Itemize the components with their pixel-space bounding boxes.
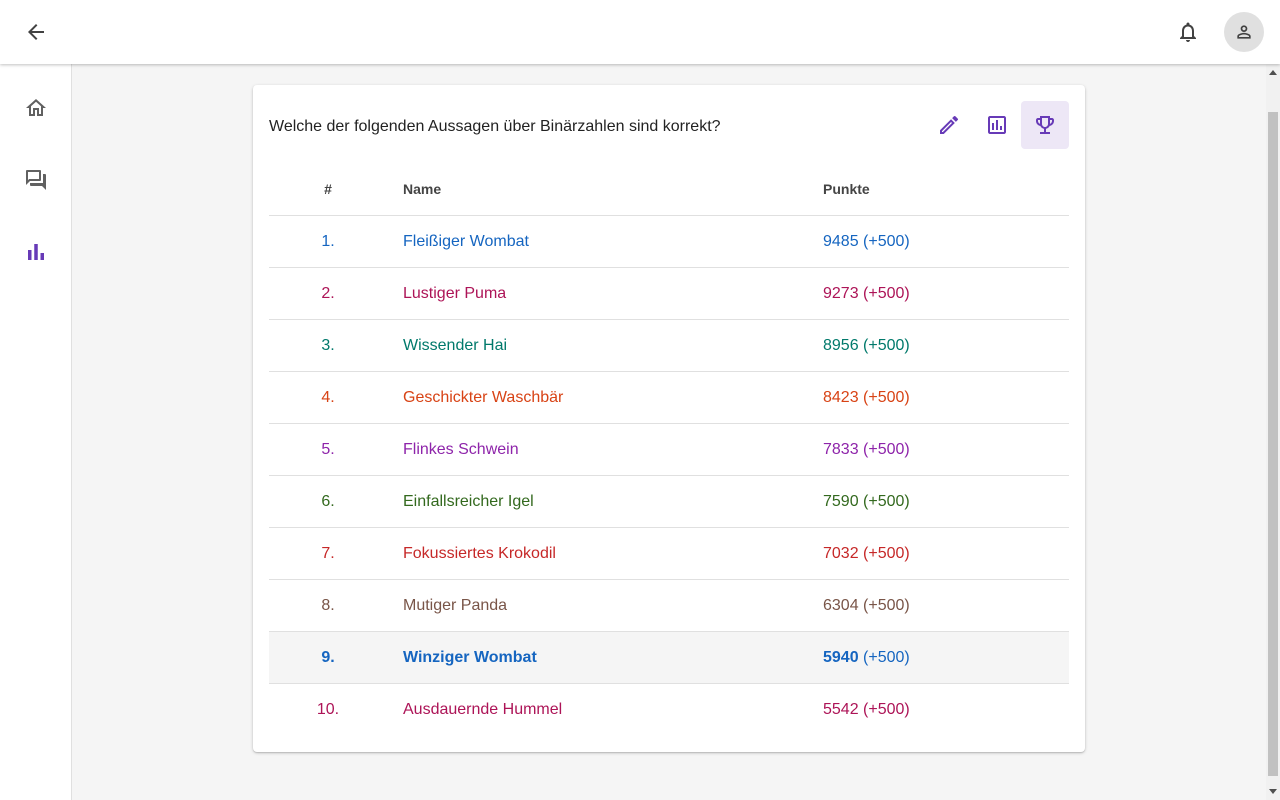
name-cell: Flinkes Schwein bbox=[403, 441, 519, 458]
points-cell: 7032 (+500) bbox=[823, 545, 910, 563]
points-bonus: (+500) bbox=[863, 337, 910, 354]
points-cell: 6304 (+500) bbox=[823, 597, 910, 615]
forum-icon bbox=[26, 170, 46, 190]
table-row: 3. Wissender Hai 8956 (+500) bbox=[269, 320, 1069, 372]
points-bonus: (+500) bbox=[863, 597, 910, 614]
points-bonus: (+500) bbox=[863, 233, 910, 250]
points-value: 8423 bbox=[823, 389, 859, 406]
notifications-button[interactable] bbox=[1168, 12, 1208, 52]
rank-cell: 4. bbox=[321, 389, 335, 406]
table-header: # Name Punkte bbox=[269, 165, 1069, 216]
points-cell: 9485 (+500) bbox=[823, 233, 910, 251]
leaderboard-card: Welche der folgenden Aussagen über Binär… bbox=[253, 85, 1085, 752]
rank-cell: 9. bbox=[321, 649, 335, 666]
points-cell: 7590 (+500) bbox=[823, 493, 910, 511]
table-body: 1. Fleißiger Wombat 9485 (+500) 2. Lustiger … bbox=[269, 216, 1069, 738]
caret-up-icon bbox=[1269, 70, 1277, 75]
sidebar-item-forum[interactable] bbox=[16, 160, 56, 200]
account-button[interactable] bbox=[1224, 12, 1264, 52]
sidebar-item-leaderboard[interactable] bbox=[16, 232, 56, 272]
scroll-thumb[interactable] bbox=[1268, 112, 1278, 776]
trophy-icon bbox=[1036, 116, 1054, 134]
back-button[interactable] bbox=[16, 12, 56, 52]
points-bonus: (+500) bbox=[863, 285, 910, 302]
points-cell: 8956 (+500) bbox=[823, 337, 910, 355]
points-bonus: (+500) bbox=[863, 545, 910, 562]
arrow-left-icon bbox=[28, 24, 44, 40]
points-bonus: (+500) bbox=[863, 441, 910, 458]
rank-cell: 3. bbox=[321, 337, 335, 354]
table-row: 6. Einfallsreicher Igel 7590 (+500) bbox=[269, 476, 1069, 528]
points-bonus: (+500) bbox=[863, 701, 910, 718]
rank-cell: 10. bbox=[316, 701, 340, 718]
poll-icon bbox=[988, 116, 1006, 134]
scroll-up-arrow[interactable] bbox=[1266, 64, 1280, 80]
bell-icon bbox=[1180, 22, 1196, 42]
leaderboard-table: # Name Punkte 1. Fleißiger Wombat 9485 (+5… bbox=[269, 165, 1069, 738]
rank-cell: 6. bbox=[321, 493, 335, 510]
name-cell: Fokussiertes Krokodil bbox=[403, 545, 556, 562]
table-row: 9. Winziger Wombat 5940 (+500) bbox=[269, 632, 1069, 684]
rank-cell: 1. bbox=[321, 233, 335, 250]
points-value: 9485 bbox=[823, 233, 859, 250]
points-value: 7833 bbox=[823, 441, 859, 458]
points-cell: 7833 (+500) bbox=[823, 441, 910, 459]
points-cell: 5940 (+500) bbox=[823, 649, 910, 667]
points-value: 8956 bbox=[823, 337, 859, 354]
home-icon bbox=[26, 99, 46, 116]
name-cell: Mutiger Panda bbox=[403, 597, 508, 614]
rank-cell: 2. bbox=[321, 285, 335, 302]
rank-cell: 5. bbox=[321, 441, 335, 458]
name-cell: Lustiger Puma bbox=[403, 285, 507, 302]
bar-chart-icon bbox=[28, 244, 44, 260]
table-row: 1. Fleißiger Wombat 9485 (+500) bbox=[269, 216, 1069, 268]
header-rank: # bbox=[324, 181, 332, 197]
pencil-icon bbox=[940, 115, 959, 134]
name-cell: Einfallsreicher Igel bbox=[403, 493, 534, 510]
sidebar-nav bbox=[0, 64, 72, 800]
top-app-bar bbox=[0, 0, 1280, 64]
points-bonus: (+500) bbox=[863, 649, 910, 666]
name-cell: Geschickter Waschbär bbox=[403, 389, 564, 406]
points-value: 9273 bbox=[823, 285, 859, 302]
points-value: 5940 bbox=[823, 649, 859, 666]
points-bonus: (+500) bbox=[863, 389, 910, 406]
header-name: Name bbox=[403, 181, 442, 197]
table-row: 2. Lustiger Puma 9273 (+500) bbox=[269, 268, 1069, 320]
name-cell: Fleißiger Wombat bbox=[403, 233, 529, 250]
statistics-button[interactable] bbox=[973, 101, 1021, 149]
leaderboard-button[interactable] bbox=[1021, 101, 1069, 149]
table-row: 4. Geschickter Waschbär 8423 (+500) bbox=[269, 372, 1069, 424]
points-value: 7032 bbox=[823, 545, 859, 562]
table-row: 8. Mutiger Panda 6304 (+500) bbox=[269, 580, 1069, 632]
header-points: Punkte bbox=[823, 181, 870, 197]
rank-cell: 8. bbox=[321, 597, 335, 614]
points-value: 5542 bbox=[823, 701, 859, 718]
points-bonus: (+500) bbox=[863, 493, 910, 510]
table-row: 5. Flinkes Schwein 7833 (+500) bbox=[269, 424, 1069, 476]
scroll-down-arrow[interactable] bbox=[1266, 784, 1280, 800]
name-cell: Winziger Wombat bbox=[403, 649, 537, 666]
points-cell: 8423 (+500) bbox=[823, 389, 910, 407]
person-icon bbox=[1237, 25, 1251, 39]
caret-down-icon bbox=[1269, 789, 1277, 794]
table-row: 7. Fokussiertes Krokodil 7032 (+500) bbox=[269, 528, 1069, 580]
name-cell: Ausdauernde Hummel bbox=[403, 701, 563, 718]
name-cell: Wissender Hai bbox=[403, 337, 508, 354]
question-title: Welche der folgenden Aussagen über Binär… bbox=[269, 118, 721, 135]
rank-cell: 7. bbox=[321, 545, 335, 562]
points-cell: 5542 (+500) bbox=[823, 701, 910, 719]
points-value: 6304 bbox=[823, 597, 859, 614]
points-value: 7590 bbox=[823, 493, 859, 510]
edit-button[interactable] bbox=[925, 101, 973, 149]
table-row: 10. Ausdauernde Hummel 5542 (+500) bbox=[269, 684, 1069, 738]
points-cell: 9273 (+500) bbox=[823, 285, 910, 303]
sidebar-item-home[interactable] bbox=[16, 88, 56, 128]
page-scrollbar[interactable] bbox=[1266, 64, 1280, 800]
